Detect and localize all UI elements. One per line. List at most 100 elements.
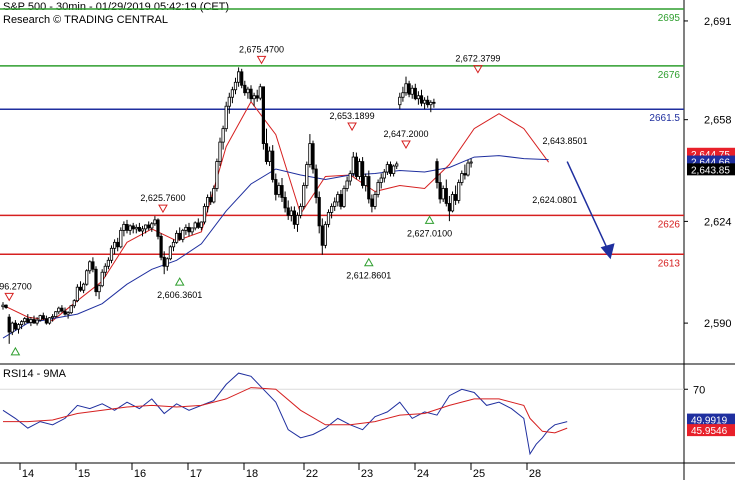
candle-body xyxy=(351,156,355,174)
low-marker xyxy=(363,257,374,267)
candle-body xyxy=(249,88,253,100)
candle-body xyxy=(106,259,110,267)
forecast-arrow-line xyxy=(566,161,609,250)
x-tick-label: 18 xyxy=(246,468,258,480)
candle-body xyxy=(453,194,458,201)
candle-body xyxy=(69,305,73,314)
candle-body xyxy=(44,318,49,324)
candle-body xyxy=(416,95,421,100)
candle-body xyxy=(435,161,439,183)
candle-body xyxy=(419,95,424,104)
candle-body xyxy=(243,84,247,94)
candle-body xyxy=(261,86,266,145)
candle-body xyxy=(295,215,300,225)
candle-body xyxy=(215,161,219,189)
candle-body xyxy=(264,143,269,162)
candle-body xyxy=(246,88,250,94)
candle-body xyxy=(150,223,154,229)
candle-body xyxy=(460,173,464,183)
low-label: 2,612.8601 xyxy=(346,271,391,281)
candle-body xyxy=(422,99,427,104)
candle-body xyxy=(202,206,207,223)
low-label: 2,606.3601 xyxy=(157,290,202,300)
high-marker xyxy=(256,55,267,65)
candle-body xyxy=(224,105,228,130)
candle-body xyxy=(441,188,445,200)
candle-body xyxy=(339,194,343,207)
candle-body xyxy=(168,246,172,260)
high-marker xyxy=(473,65,483,74)
candle-body xyxy=(181,229,185,240)
candle-body xyxy=(329,206,334,213)
candle-body xyxy=(156,219,160,237)
candle-body xyxy=(147,224,151,229)
price-tag-label: 2,644.66 xyxy=(691,158,730,169)
candle-body xyxy=(125,223,129,231)
low-marker xyxy=(424,215,435,224)
candle-body xyxy=(165,258,169,267)
price-label: 2,624.0801 xyxy=(532,195,577,205)
y-tick-label: 2,658 xyxy=(704,115,732,127)
candle-body xyxy=(302,185,306,207)
candle-body xyxy=(370,198,374,207)
candle-body xyxy=(66,312,70,315)
candle-body xyxy=(376,182,380,195)
level-label: 2661.5 xyxy=(649,113,680,124)
candle-body xyxy=(57,307,61,313)
candle-body xyxy=(85,270,89,285)
candle-body xyxy=(1,304,5,308)
x-tick-label: 14 xyxy=(22,468,34,480)
candle-body xyxy=(326,212,331,225)
forecast-arrow-head xyxy=(600,243,615,260)
candle-body xyxy=(385,164,390,173)
candle-body xyxy=(134,226,138,230)
candle-body xyxy=(413,87,417,100)
candle-body xyxy=(82,283,86,291)
candle-body xyxy=(258,86,262,99)
candle-body xyxy=(364,176,368,186)
price-tag xyxy=(687,163,735,176)
candle-body xyxy=(457,182,461,201)
candle-body xyxy=(103,265,107,273)
rsi-tag-label: 49.9919 xyxy=(691,416,728,427)
candle-body xyxy=(10,322,14,333)
candle-body xyxy=(78,286,83,291)
candle-body xyxy=(131,225,135,230)
moving-average-line xyxy=(2,155,549,339)
candle-body xyxy=(26,318,30,323)
candle-body xyxy=(184,226,188,231)
candle-body xyxy=(308,143,312,165)
candle-body xyxy=(388,164,393,174)
y-tick-label: 2,691 xyxy=(704,16,732,28)
x-tick-label: 16 xyxy=(134,468,146,480)
candle-body xyxy=(162,256,166,267)
candle-body xyxy=(88,261,92,272)
candle-body xyxy=(342,188,346,207)
candle-body xyxy=(292,210,297,225)
candle-body xyxy=(187,226,191,233)
candle-body xyxy=(41,315,45,320)
candle-body xyxy=(16,324,21,330)
candle-body xyxy=(401,92,405,98)
candle-body xyxy=(32,319,36,324)
candle-body xyxy=(7,316,11,333)
candle-body xyxy=(317,197,321,227)
chart-credit: Research © TRADING CENTRAL xyxy=(3,14,168,26)
candle-body xyxy=(311,143,315,170)
candle-body xyxy=(91,261,95,270)
rsi-series-line xyxy=(2,372,568,456)
candle-body xyxy=(119,229,123,248)
candle-body xyxy=(113,241,117,249)
high-marker xyxy=(347,122,357,132)
candle-body xyxy=(153,219,157,225)
candle-body xyxy=(357,161,362,177)
high-label: 2,596.2700 xyxy=(0,281,32,291)
rsi-y-tick-label: 70 xyxy=(693,384,705,396)
level-label: 2676 xyxy=(658,70,681,81)
high-label: 2,672.3799 xyxy=(455,54,500,64)
candle-body xyxy=(314,168,318,198)
candle-body xyxy=(116,241,120,248)
high-marker xyxy=(4,292,15,302)
candle-body xyxy=(333,201,337,207)
